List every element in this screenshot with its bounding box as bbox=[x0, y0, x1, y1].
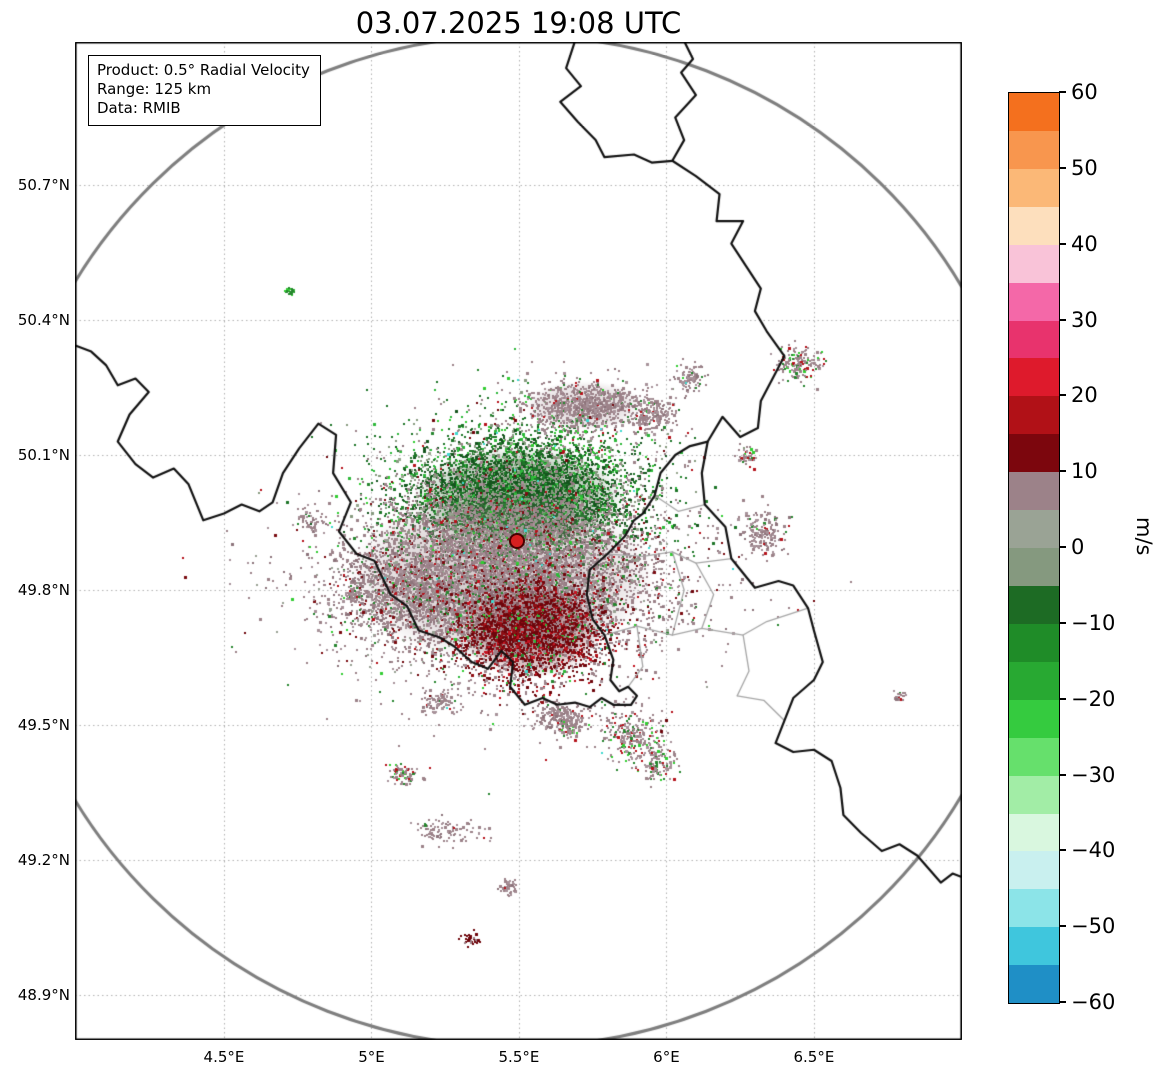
colorbar-tick-mark bbox=[1059, 773, 1066, 776]
colorbar-segment bbox=[1009, 358, 1059, 397]
colorbar-tick-mark bbox=[1059, 1001, 1066, 1003]
colorbar-segment bbox=[1009, 510, 1059, 549]
lon-tick-label: 6.5°E bbox=[793, 1048, 835, 1066]
colorbar-segment bbox=[1009, 396, 1059, 435]
lat-tick-label: 49.5°N bbox=[17, 716, 70, 735]
figure-title: 03.07.2025 19:08 UTC bbox=[355, 6, 682, 40]
lon-tick-label: 6°E bbox=[653, 1048, 680, 1066]
colorbar-segment bbox=[1009, 813, 1059, 852]
colorbar-segment bbox=[1009, 623, 1059, 662]
colorbar-tick-label: 50 bbox=[1071, 155, 1098, 180]
colorbar-tick-mark bbox=[1059, 849, 1066, 852]
colorbar-tick-mark bbox=[1059, 621, 1066, 624]
colorbar-segment bbox=[1009, 206, 1059, 245]
colorbar-tick-label: 10 bbox=[1071, 459, 1098, 484]
info-product-line: Product: 0.5° Radial Velocity bbox=[97, 61, 310, 79]
colorbar-segment bbox=[1009, 737, 1059, 776]
colorbar-segment bbox=[1009, 851, 1059, 890]
lon-tick-label: 4.5°E bbox=[203, 1048, 245, 1066]
colorbar-tick-label: −10 bbox=[1071, 610, 1116, 635]
colorbar-tick-label: 20 bbox=[1071, 383, 1098, 408]
colorbar bbox=[1008, 92, 1060, 1004]
colorbar-tick-mark bbox=[1059, 166, 1066, 169]
lat-tick-label: 50.7°N bbox=[17, 176, 70, 195]
colorbar-segment bbox=[1009, 699, 1059, 738]
colorbar-segment bbox=[1009, 244, 1059, 283]
colorbar-segment bbox=[1009, 130, 1059, 169]
product-info-box: Product: 0.5° Radial Velocity Range: 125… bbox=[88, 55, 321, 126]
colorbar-tick-label: −30 bbox=[1071, 762, 1116, 787]
colorbar-tick-mark bbox=[1059, 697, 1066, 700]
colorbar-segment bbox=[1009, 661, 1059, 700]
colorbar-unit-label: m/s bbox=[1132, 517, 1156, 556]
colorbar-segment bbox=[1009, 927, 1059, 966]
colorbar-tick-label: −20 bbox=[1071, 686, 1116, 711]
colorbar-segment bbox=[1009, 434, 1059, 473]
colorbar-tick-label: 0 bbox=[1071, 535, 1085, 559]
colorbar-segment bbox=[1009, 472, 1059, 511]
radar-site-marker bbox=[508, 533, 525, 549]
colorbar-segment bbox=[1009, 168, 1059, 207]
colorbar-segment bbox=[1009, 889, 1059, 928]
colorbar-tick-label: 60 bbox=[1071, 80, 1098, 104]
colorbar-segment bbox=[1009, 965, 1059, 1004]
colorbar-tick-mark bbox=[1059, 91, 1066, 93]
lat-tick-label: 50.1°N bbox=[17, 446, 70, 465]
lon-tick-label: 5.5°E bbox=[498, 1048, 540, 1066]
colorbar-tick-mark bbox=[1059, 394, 1066, 397]
colorbar-tick-label: −40 bbox=[1071, 838, 1116, 863]
colorbar-segment bbox=[1009, 585, 1059, 624]
lon-tick-label: 5°E bbox=[358, 1048, 385, 1066]
colorbar-segment bbox=[1009, 548, 1059, 586]
colorbar-tick-mark bbox=[1059, 470, 1066, 473]
lat-tick-label: 49.8°N bbox=[17, 581, 70, 600]
colorbar-tick-label: −50 bbox=[1071, 914, 1116, 939]
colorbar-segment bbox=[1009, 93, 1059, 131]
colorbar-segment bbox=[1009, 320, 1059, 359]
colorbar-segment bbox=[1009, 282, 1059, 321]
info-range-line: Range: 125 km bbox=[97, 80, 212, 99]
map-plot: Product: 0.5° Radial Velocity Range: 125… bbox=[75, 42, 962, 1040]
lat-tick-label: 49.2°N bbox=[17, 851, 70, 870]
colorbar-tick-label: 30 bbox=[1071, 307, 1098, 332]
colorbar-tick-mark bbox=[1059, 242, 1066, 245]
colorbar-segment bbox=[1009, 775, 1059, 814]
colorbar-tick-mark bbox=[1059, 318, 1066, 321]
lat-tick-label: 48.9°N bbox=[17, 986, 70, 1004]
lat-tick-label: 50.4°N bbox=[17, 311, 70, 330]
info-data-line: Data: RMIB bbox=[97, 99, 181, 118]
colorbar-tick-mark bbox=[1059, 546, 1066, 548]
colorbar-tick-mark bbox=[1059, 925, 1066, 928]
colorbar-tick-label: −60 bbox=[1071, 990, 1116, 1014]
colorbar-tick-label: 40 bbox=[1071, 231, 1098, 256]
